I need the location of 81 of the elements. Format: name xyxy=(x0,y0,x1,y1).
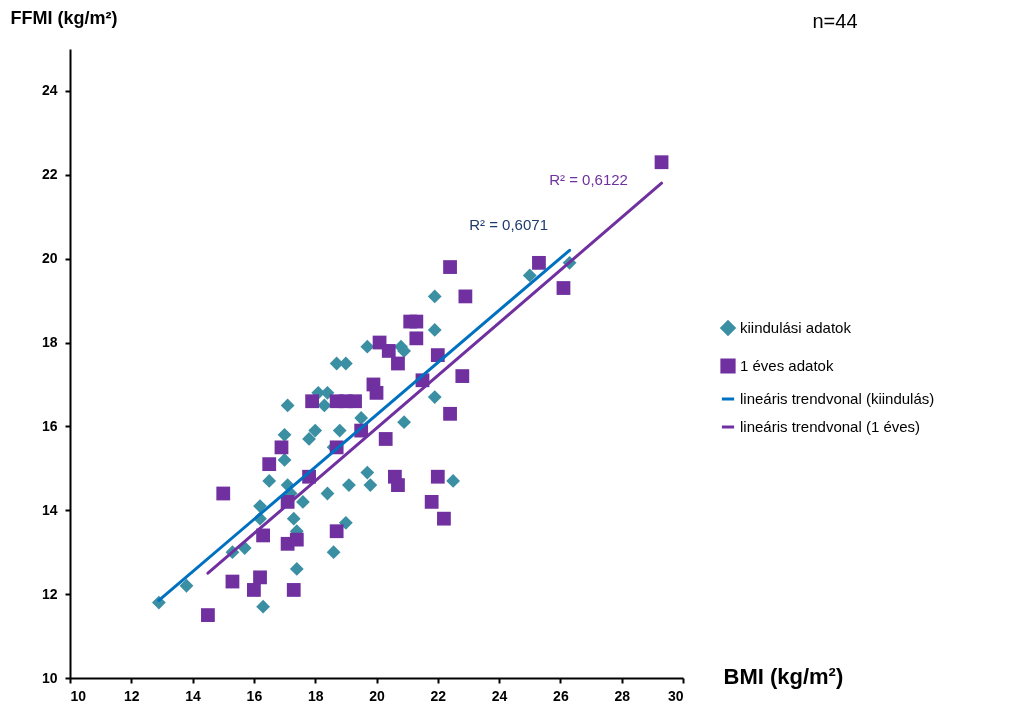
point xyxy=(391,356,405,371)
point xyxy=(317,398,332,413)
y-tick-label: 10 xyxy=(41,669,58,686)
y-tick-label: 12 xyxy=(41,585,58,602)
point xyxy=(216,486,231,501)
point xyxy=(289,532,304,547)
x-axis-title: BMI (kg/m²) xyxy=(723,663,844,689)
point xyxy=(391,478,405,492)
x-tick-label: 10 xyxy=(70,687,87,704)
x-tick-label: 24 xyxy=(491,687,508,704)
point xyxy=(354,411,369,425)
point xyxy=(280,398,295,413)
point xyxy=(332,423,347,438)
point xyxy=(458,289,473,304)
point xyxy=(308,423,323,438)
y-tick-label: 18 xyxy=(41,334,58,351)
legend-label: lineáris trendvonal (kiindulás) xyxy=(740,390,935,407)
legend-label: lineáris trendvonal (1 éves) xyxy=(740,418,921,435)
point xyxy=(286,583,301,597)
annotation: R² = 0,6071 xyxy=(469,216,548,234)
x-tick-label: 22 xyxy=(430,687,447,704)
point xyxy=(262,457,277,472)
point xyxy=(437,511,451,526)
y-tick-label: 20 xyxy=(41,250,58,267)
point xyxy=(427,289,442,304)
point xyxy=(455,369,470,383)
y-axis-title: FFMI (kg/m²) xyxy=(10,7,118,28)
point xyxy=(247,583,261,597)
point xyxy=(532,255,546,270)
x-tick-label: 20 xyxy=(369,687,385,704)
point xyxy=(360,465,375,480)
x-tick-label: 12 xyxy=(124,687,140,704)
x-tick-label: 28 xyxy=(614,687,631,704)
point xyxy=(556,281,571,295)
point xyxy=(363,478,378,492)
point xyxy=(256,599,270,614)
annotation: R² = 0,6122 xyxy=(549,171,628,189)
point xyxy=(253,570,267,585)
point xyxy=(179,578,194,593)
y-tick-label: 16 xyxy=(41,417,58,434)
point xyxy=(286,511,301,526)
point xyxy=(277,453,292,467)
point xyxy=(326,545,341,560)
point xyxy=(289,562,304,576)
point xyxy=(348,394,362,409)
point xyxy=(342,478,356,492)
point xyxy=(381,344,396,358)
point xyxy=(522,268,537,283)
point xyxy=(654,155,669,170)
point xyxy=(427,323,442,337)
x-tick-label: 26 xyxy=(553,687,569,704)
point xyxy=(443,260,457,274)
point xyxy=(443,406,457,421)
text: n=44 xyxy=(812,10,858,32)
legend-label: 1 éves adatok xyxy=(740,357,834,374)
y-tick-label: 22 xyxy=(41,166,58,183)
x-tick-label: 18 xyxy=(307,687,324,704)
y-tick-label: 14 xyxy=(41,501,58,518)
point xyxy=(430,469,445,484)
x-tick-label: 30 xyxy=(667,687,684,704)
point xyxy=(274,440,289,455)
point xyxy=(427,390,442,404)
point xyxy=(296,494,310,509)
x-tick-label: 14 xyxy=(185,687,202,704)
point xyxy=(320,385,335,400)
x-tick-label: 16 xyxy=(246,687,263,704)
point xyxy=(262,474,277,488)
point xyxy=(305,394,320,409)
point xyxy=(201,608,215,622)
point xyxy=(378,432,393,446)
y-tick-label: 24 xyxy=(41,82,58,99)
point xyxy=(409,314,424,329)
point xyxy=(277,427,292,442)
point xyxy=(329,524,344,539)
point xyxy=(360,339,375,354)
point xyxy=(409,331,424,346)
point xyxy=(397,415,411,430)
point xyxy=(446,474,461,488)
point xyxy=(369,385,384,400)
legend-label: kiindulási adatok xyxy=(740,319,852,336)
point xyxy=(424,494,439,509)
